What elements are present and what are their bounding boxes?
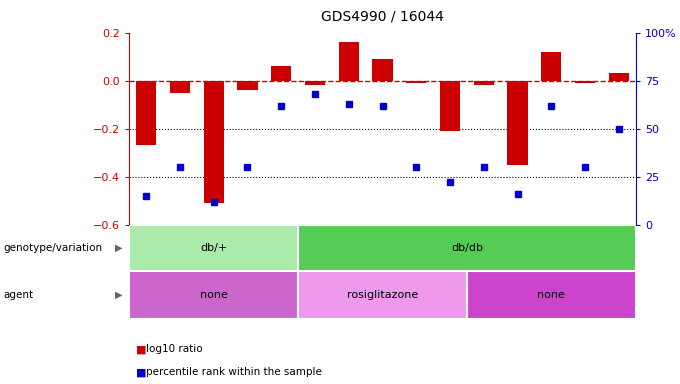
Text: log10 ratio: log10 ratio [146, 344, 203, 354]
Bar [541, 52, 562, 81]
Text: none: none [200, 290, 228, 300]
Bar [575, 81, 595, 83]
Text: ■: ■ [136, 344, 146, 354]
Bar [129, 271, 298, 319]
Text: ▶: ▶ [115, 243, 123, 253]
Text: ■: ■ [136, 367, 146, 377]
Bar [339, 42, 359, 81]
Text: ▶: ▶ [115, 290, 123, 300]
Bar [298, 271, 467, 319]
Bar [609, 73, 629, 81]
Text: none: none [537, 290, 565, 300]
Bar [507, 81, 528, 165]
Bar [305, 81, 325, 86]
Bar [237, 81, 258, 90]
Bar [474, 81, 494, 86]
Text: genotype/variation: genotype/variation [3, 243, 103, 253]
Bar [203, 81, 224, 203]
Bar [271, 66, 291, 81]
Bar [170, 81, 190, 93]
Text: percentile rank within the sample: percentile rank within the sample [146, 367, 322, 377]
Bar [136, 81, 156, 146]
Bar [373, 59, 392, 81]
Text: db/db: db/db [451, 243, 483, 253]
Bar [406, 81, 426, 83]
Bar [467, 271, 636, 319]
Text: agent: agent [3, 290, 33, 300]
Text: rosiglitazone: rosiglitazone [347, 290, 418, 300]
Text: db/+: db/+ [200, 243, 227, 253]
Bar [440, 81, 460, 131]
Bar [129, 225, 298, 271]
Text: GDS4990 / 16044: GDS4990 / 16044 [321, 10, 444, 23]
Bar [298, 225, 636, 271]
